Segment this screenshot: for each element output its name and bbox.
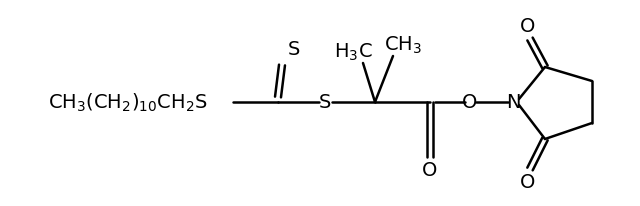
Text: CH$_3$(CH$_2$)$_{10}$CH$_2$S: CH$_3$(CH$_2$)$_{10}$CH$_2$S (48, 91, 208, 114)
Text: CH$_3$: CH$_3$ (384, 34, 422, 55)
Text: H$_3$C: H$_3$C (333, 41, 372, 62)
Text: O: O (422, 161, 438, 180)
Text: N: N (506, 93, 520, 112)
Text: S: S (319, 93, 331, 112)
Text: O: O (462, 93, 477, 112)
Text: O: O (520, 173, 536, 192)
Text: S: S (288, 40, 300, 59)
Text: O: O (520, 18, 536, 36)
